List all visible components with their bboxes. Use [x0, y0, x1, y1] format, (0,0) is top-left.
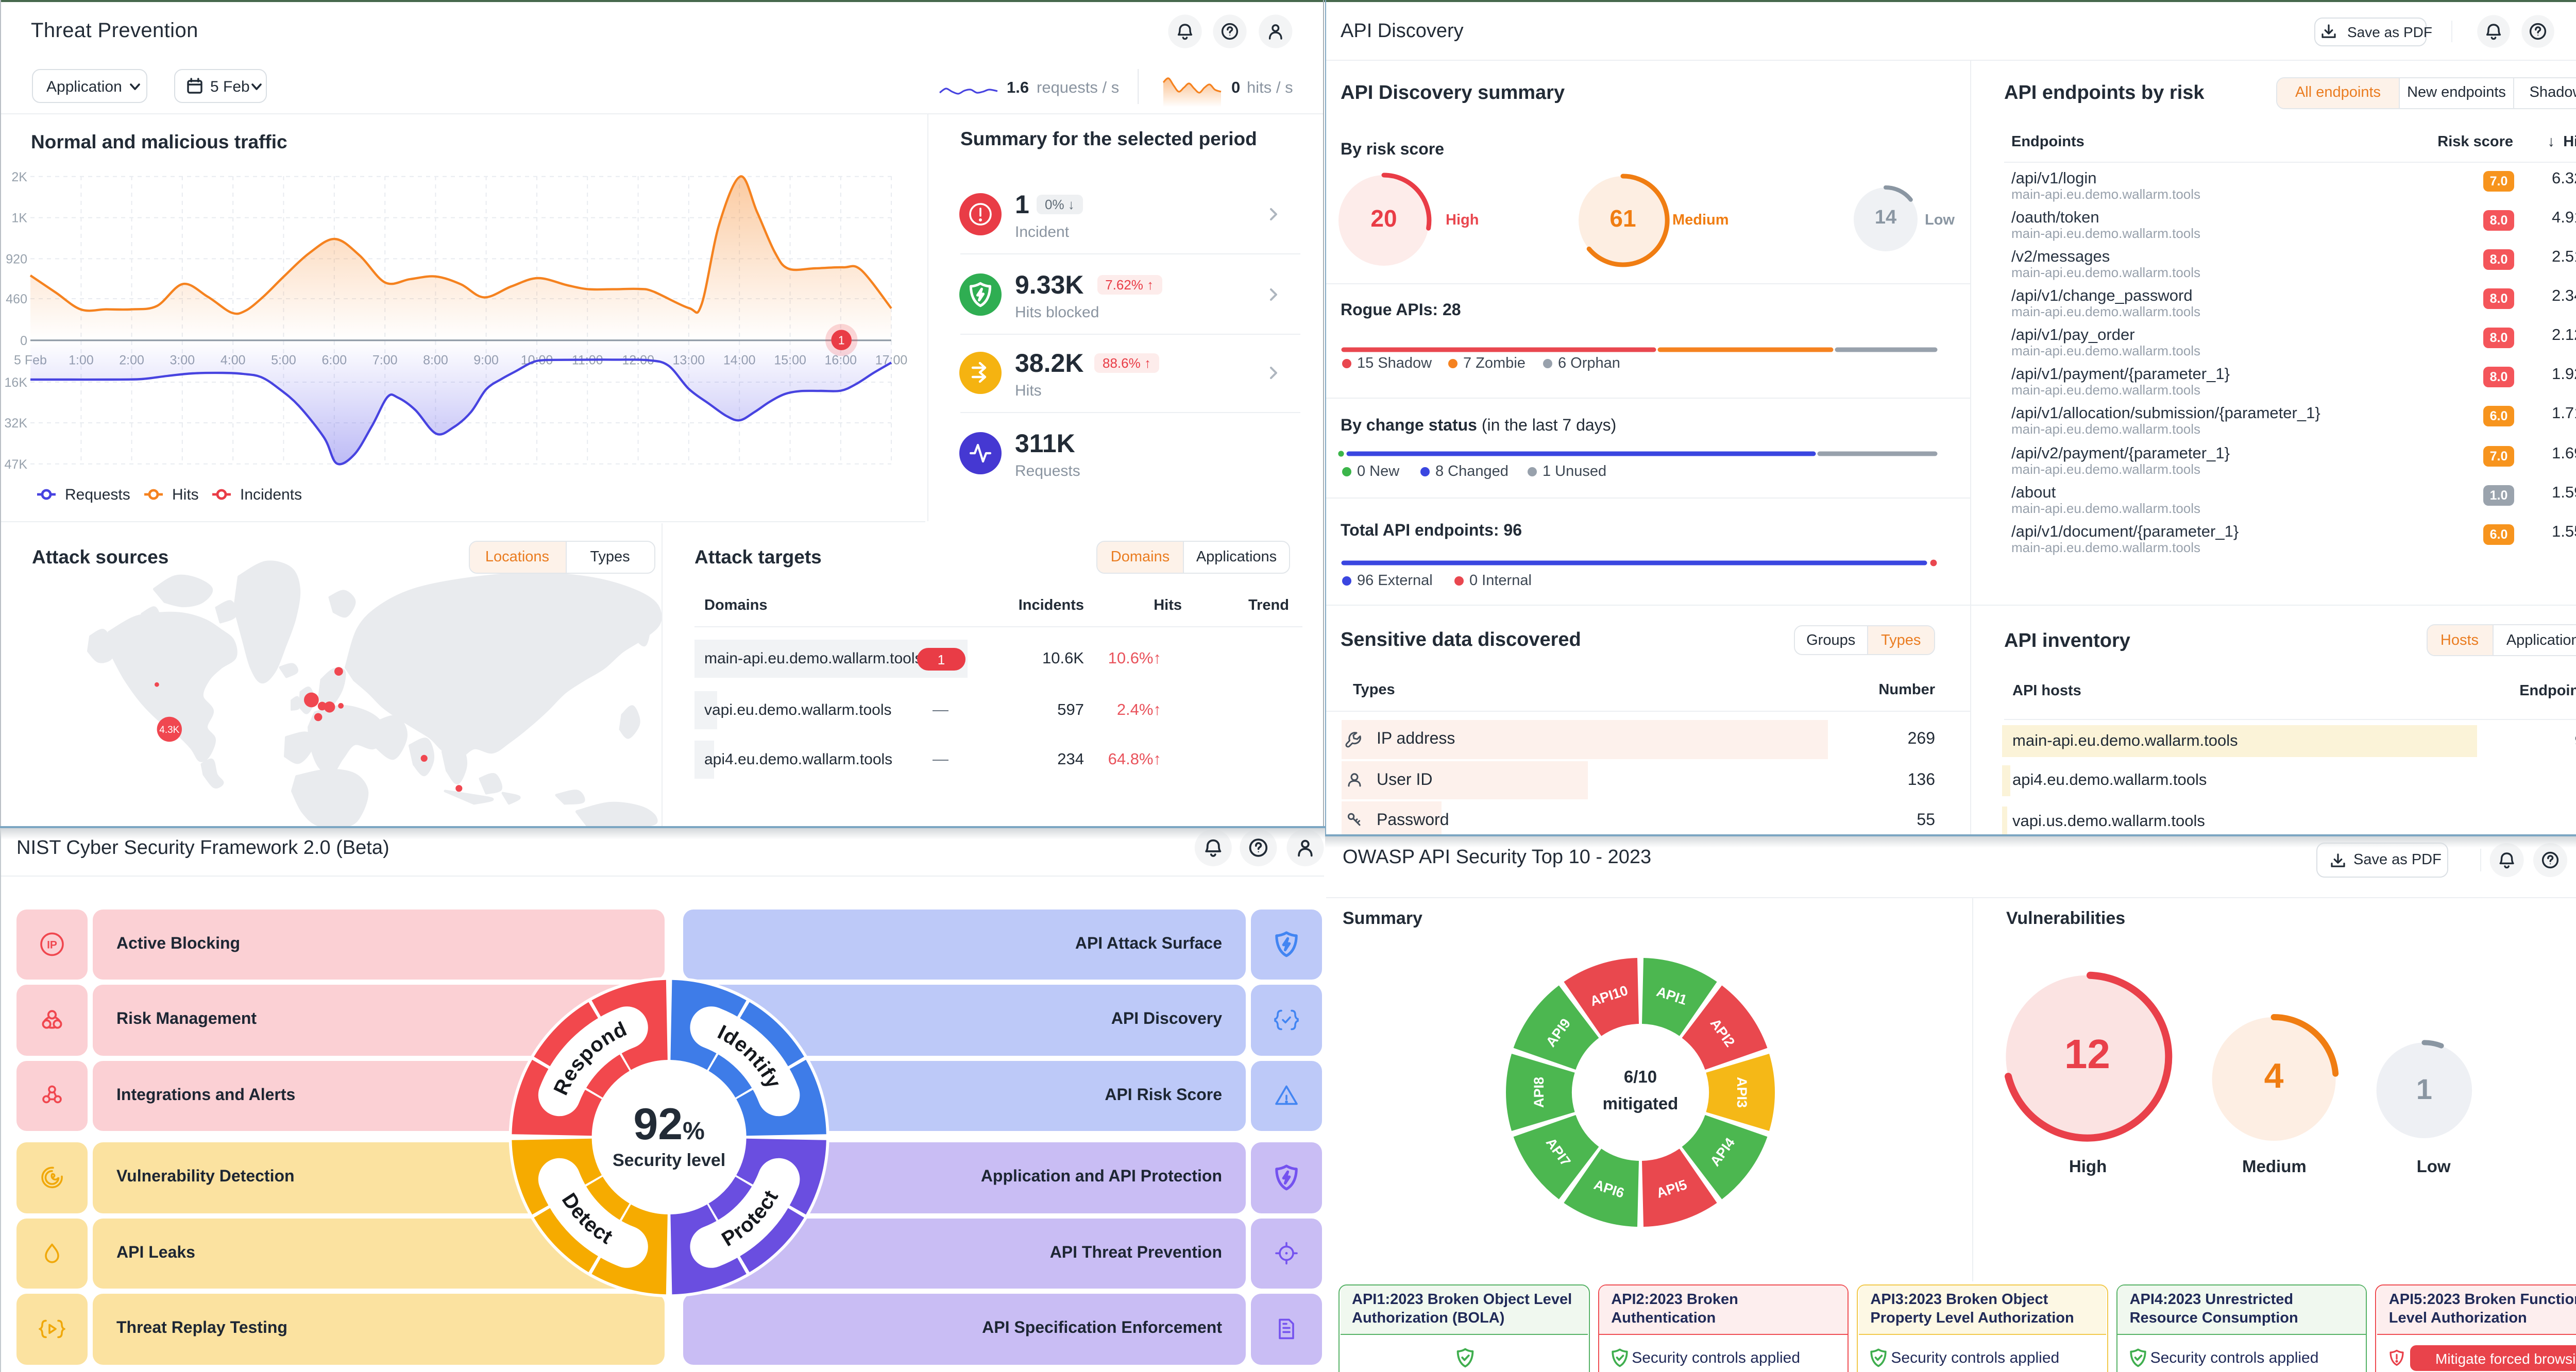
svg-text:16K: 16K [5, 375, 28, 390]
svg-text:460: 460 [6, 292, 27, 306]
svg-text:32K: 32K [5, 416, 28, 431]
svg-text:1: 1 [838, 334, 845, 347]
svg-text:0: 0 [20, 334, 27, 348]
svg-text:4.3K: 4.3K [159, 725, 179, 735]
svg-text:1K: 1K [11, 211, 27, 226]
svg-text:920: 920 [6, 252, 27, 266]
svg-text:47K: 47K [5, 457, 28, 472]
svg-text:API8: API8 [1531, 1077, 1547, 1108]
svg-text:API3: API3 [1734, 1077, 1750, 1108]
svg-text:IP: IP [47, 939, 57, 951]
svg-text:2K: 2K [11, 170, 27, 184]
